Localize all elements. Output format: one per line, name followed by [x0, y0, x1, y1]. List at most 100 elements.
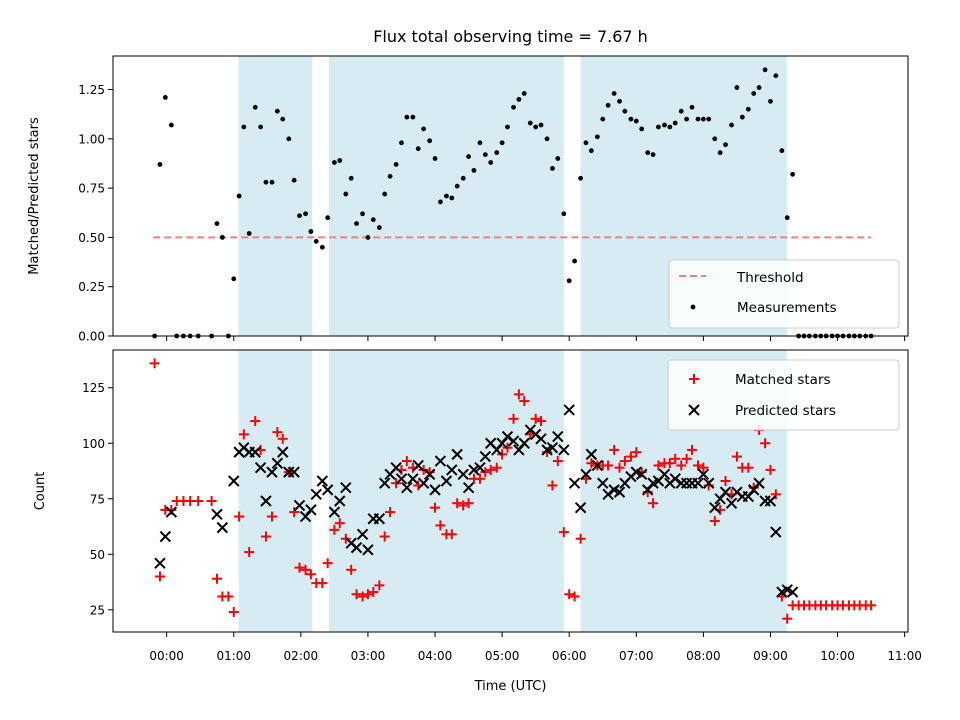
measurement-point	[370, 217, 376, 223]
measurement-point	[432, 156, 438, 161]
predicted-point	[434, 455, 447, 467]
predicted-point-b	[558, 444, 570, 456]
matched-point	[357, 591, 368, 602]
count-x-tick-label: 07:00	[619, 649, 654, 663]
measurement-point	[488, 160, 494, 165]
measurement-point	[280, 116, 286, 122]
measurement-point	[739, 114, 745, 120]
matched-point	[513, 389, 524, 400]
predicted-point-b	[159, 530, 172, 543]
matched-point	[698, 462, 709, 473]
predicted-point	[446, 464, 458, 476]
predicted-point	[328, 506, 341, 518]
predicted-point-b	[334, 495, 346, 507]
matched-point	[317, 578, 328, 589]
predicted-point	[474, 461, 486, 474]
matched-point	[289, 507, 300, 518]
predicted-point-b	[271, 457, 284, 469]
ratio-y-tick-label: 0.00	[78, 330, 105, 344]
count-x-tick-label: 10:00	[820, 649, 855, 663]
measurement-point	[313, 238, 319, 244]
matched-point	[760, 438, 771, 449]
count-x-tick-label: 08:00	[686, 649, 721, 663]
predicted-point-b	[395, 473, 408, 485]
measurement-point	[387, 173, 393, 179]
matched-point	[452, 498, 463, 509]
matched-point	[609, 444, 620, 455]
matched-point	[670, 453, 681, 464]
predicted-point-b	[390, 461, 402, 474]
predicted-point-b	[260, 495, 272, 507]
matched-point	[782, 613, 793, 624]
predicted-point	[277, 446, 289, 458]
measurement-points	[152, 67, 874, 339]
measurement-point	[756, 85, 762, 90]
measurement-point	[706, 116, 712, 122]
predicted-point	[429, 484, 441, 496]
predicted-point	[350, 541, 363, 554]
ratio-y-ticks: 0.00 0.25 0.50 0.75 1.00 1.25	[78, 83, 113, 344]
predicted-point-b	[350, 541, 363, 554]
predicted-point	[412, 459, 424, 472]
measurement-point	[745, 106, 751, 112]
predicted-point	[697, 468, 710, 481]
predicted-point-b	[485, 437, 497, 449]
matched-point	[238, 429, 249, 440]
predicted-point-b	[692, 477, 704, 489]
measurement-point	[449, 195, 455, 201]
matched-point	[530, 413, 541, 424]
count-x-tick-label: 05:00	[485, 649, 520, 663]
matched-point	[362, 589, 373, 600]
matched-point	[569, 591, 580, 602]
count-plot-frame	[112, 349, 909, 633]
matched-point	[322, 558, 333, 569]
predicted-point-b	[725, 497, 738, 509]
matched-point	[149, 358, 160, 369]
predicted-point-b	[362, 544, 374, 556]
observing-window-1	[238, 56, 313, 336]
predicted-point-b	[277, 446, 289, 458]
predicted-point-b	[228, 475, 240, 487]
measurement-point	[454, 183, 460, 189]
predicted-point	[692, 477, 704, 489]
predicted-point	[602, 488, 614, 501]
matched-point	[770, 489, 781, 500]
predicted-point	[271, 457, 284, 469]
predicted-point-b	[446, 464, 458, 476]
matched-point	[385, 507, 396, 518]
predicted-point	[501, 430, 514, 443]
measurement-point	[527, 120, 533, 126]
measurement-point	[269, 179, 275, 185]
legend-measurements-label: Measurements	[737, 300, 837, 316]
count-y-tick-label: 25	[90, 603, 105, 617]
ratio-panel: 0.00 0.25 0.50 0.75 1.00 1.25 Flux total obse…	[27, 27, 909, 344]
count-points	[149, 358, 877, 624]
measurement-point	[286, 136, 292, 142]
chart-title: Flux total observing time = 7.67 h	[373, 27, 648, 46]
matched-point	[686, 444, 697, 455]
matched-point	[368, 587, 379, 598]
measurement-point	[376, 225, 382, 230]
matched-point	[260, 531, 271, 542]
measurement-point	[291, 177, 297, 183]
count-x-tick-label: 01:00	[216, 649, 251, 663]
predicted-point	[585, 448, 598, 461]
ratio-y-tick-label: 0.25	[78, 280, 105, 294]
predicted-point-b	[630, 466, 642, 478]
predicted-point	[725, 497, 738, 509]
predicted-point	[591, 459, 604, 472]
predicted-point	[462, 481, 475, 494]
matched-point	[193, 495, 204, 506]
matched-point	[277, 433, 288, 444]
predicted-point-b	[293, 499, 306, 512]
predicted-point-b	[340, 481, 352, 494]
predicted-point	[552, 430, 564, 443]
measurement-point	[678, 108, 684, 114]
matched-point	[463, 498, 474, 509]
measurement-point	[784, 215, 790, 221]
measurement-point	[505, 124, 510, 130]
predicted-point	[535, 433, 547, 445]
measurement-point	[274, 108, 280, 114]
predicted-point	[260, 495, 272, 507]
